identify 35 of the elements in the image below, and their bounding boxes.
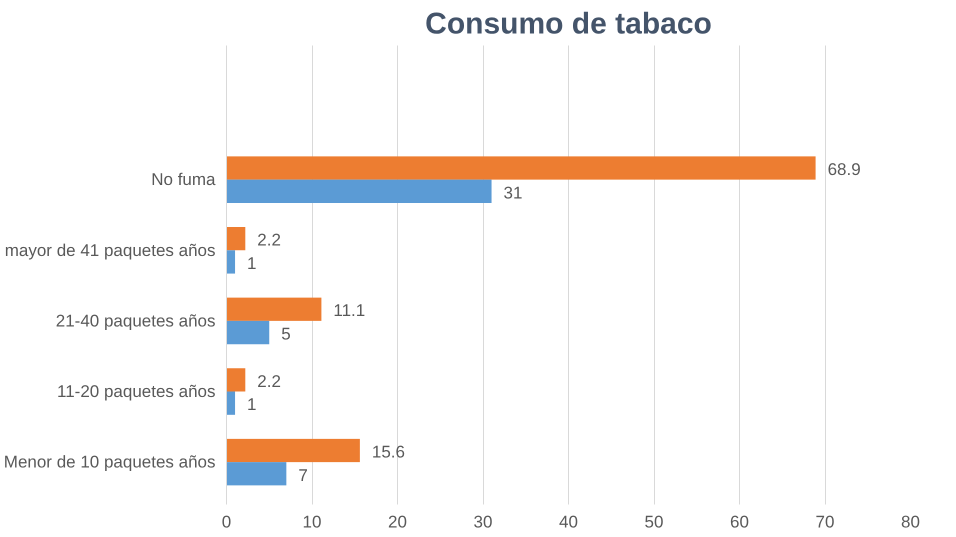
y-tick-label: No fuma	[151, 170, 216, 190]
bar	[226, 368, 246, 392]
x-tick-label: 0	[222, 512, 232, 532]
x-tick-label: 80	[901, 512, 920, 532]
data-label: 1	[247, 254, 257, 273]
y-tick-label: 11-20 paquetes años	[57, 382, 216, 402]
x-tick-label: 60	[730, 512, 749, 532]
bar	[226, 438, 360, 462]
data-label: 11.1	[333, 301, 366, 320]
bar	[226, 462, 286, 486]
bar	[226, 392, 236, 415]
chart-title: Consumo de tabaco	[425, 8, 712, 40]
bar	[226, 180, 492, 203]
x-tick-label: 50	[644, 512, 664, 532]
x-tick-label: 10	[302, 512, 322, 532]
bar	[226, 250, 236, 274]
x-tick-label: 30	[474, 512, 492, 532]
y-tick-label: Menor de 10 paquetes años	[4, 452, 216, 472]
bar	[226, 226, 246, 250]
bar	[226, 320, 270, 344]
data-label: 68.9	[828, 160, 861, 180]
y-tick-label: 21-40 paquetes años	[56, 311, 216, 330]
data-label: 31	[504, 183, 522, 202]
data-label: 2.2	[257, 372, 281, 391]
x-tick-label: 40	[559, 512, 578, 532]
x-tick-label: 70	[816, 512, 834, 532]
data-label: 5	[281, 324, 291, 344]
data-label: 15.6	[372, 442, 405, 462]
data-label: 1	[247, 395, 257, 414]
bar	[226, 156, 816, 180]
x-tick-label: 20	[388, 512, 407, 532]
y-tick-label: mayor de 41 paquetes años	[4, 240, 216, 260]
data-label: 2.2	[257, 230, 281, 250]
bar	[226, 298, 322, 321]
data-label: 7	[298, 466, 308, 485]
